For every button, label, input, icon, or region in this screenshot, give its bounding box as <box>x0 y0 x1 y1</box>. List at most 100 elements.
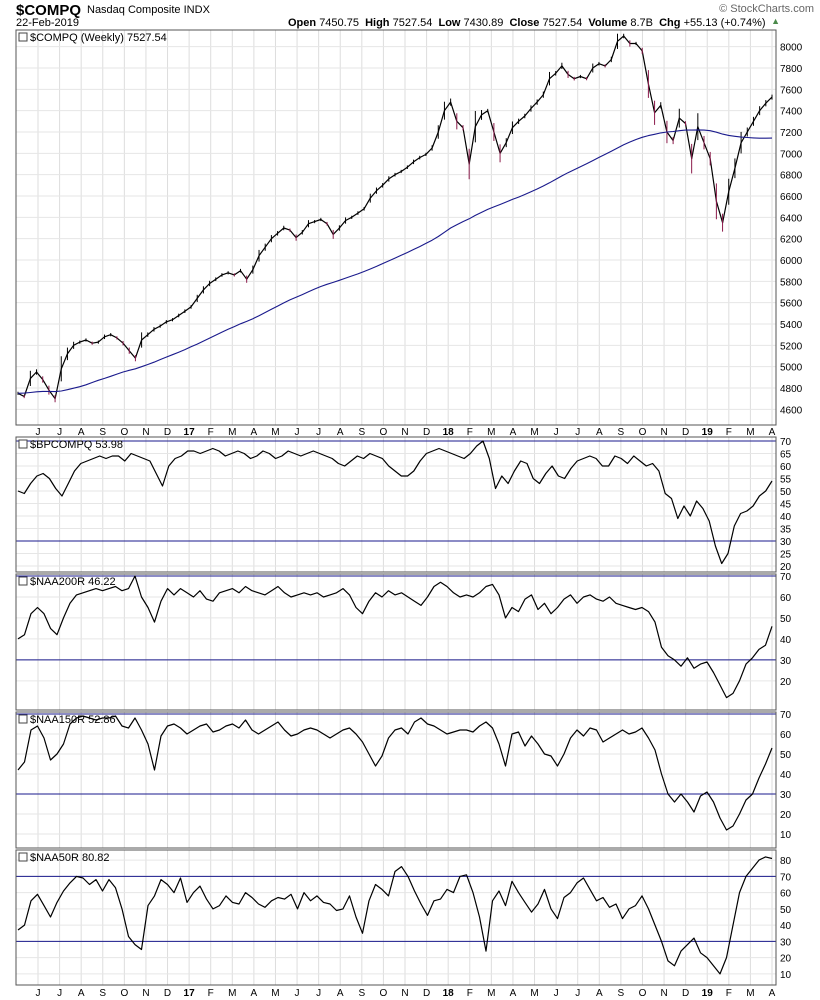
y-tick-label: 40 <box>780 635 792 646</box>
x-tick-label: 17 <box>184 988 196 999</box>
y-tick-label: 7200 <box>780 128 803 139</box>
x-tick-label: J <box>554 988 559 999</box>
x-tick-label: M <box>746 988 754 999</box>
pane-border <box>15 29 777 426</box>
x-tick-label: 19 <box>702 427 714 438</box>
x-tick-label: A <box>596 988 603 999</box>
x-tick-label: J <box>295 988 300 999</box>
y-tick-label: 10 <box>780 830 792 841</box>
x-tick-label: M <box>271 427 279 438</box>
y-tick-label: 40 <box>780 512 792 523</box>
ohlc-summary: Open 7450.75 High 7527.54 Low 7430.89 Cl… <box>288 17 766 29</box>
y-tick-label: 7600 <box>780 85 803 96</box>
volume-value: 8.7B <box>630 17 653 29</box>
pane-handle-icon <box>18 576 28 586</box>
x-tick-label: F <box>208 988 214 999</box>
x-tick-label: S <box>618 427 625 438</box>
y-tick-label: 30 <box>780 937 792 948</box>
low-value: 7430.89 <box>463 17 504 29</box>
y-tick-label: 6000 <box>780 256 803 267</box>
y-tick-label: 50 <box>780 614 792 625</box>
y-tick-label: 5800 <box>780 277 803 288</box>
x-tick-label: M <box>487 988 495 999</box>
ticker-symbol: $COMPQ <box>16 2 82 19</box>
x-tick-label: M <box>228 427 236 438</box>
index-fullname: Nasdaq Composite <box>87 4 181 16</box>
pane-label: $NAA200R 46.22 <box>30 576 116 588</box>
y-tick-label: 20 <box>780 954 792 965</box>
x-tick-label: 17 <box>184 427 196 438</box>
y-tick-label: 4800 <box>780 384 803 395</box>
y-tick-label: 30 <box>780 656 792 667</box>
high-value: 7527.54 <box>392 17 433 29</box>
y-tick-label: 40 <box>780 921 792 932</box>
x-tick-label: O <box>639 427 647 438</box>
y-tick-label: 70 <box>780 437 792 448</box>
y-tick-label: 7800 <box>780 64 803 75</box>
x-tick-label: J <box>575 988 580 999</box>
pane-handle-icon <box>18 439 28 449</box>
close-label: Close <box>509 17 540 29</box>
x-tick-label: O <box>120 988 128 999</box>
open-value: 7450.75 <box>319 17 359 29</box>
x-tick-label: F <box>467 988 473 999</box>
y-tick-label: 5400 <box>780 320 803 331</box>
x-tick-label: A <box>510 988 517 999</box>
open-label: Open <box>288 17 317 29</box>
x-tick-label: D <box>682 427 689 438</box>
x-tick-label: M <box>487 427 495 438</box>
x-tick-label: A <box>337 988 344 999</box>
y-tick-label: 60 <box>780 889 792 900</box>
y-tick-label: 50 <box>780 750 792 761</box>
exchange-code: INDX <box>183 4 210 16</box>
pane-border <box>15 849 777 986</box>
pane-label: $BPCOMPQ 53.98 <box>30 439 123 451</box>
x-tick-label: A <box>596 427 603 438</box>
x-tick-label: F <box>726 427 732 438</box>
x-tick-label: J <box>36 988 41 999</box>
x-tick-label: S <box>618 988 625 999</box>
y-tick-label: 25 <box>780 550 792 561</box>
x-tick-label: A <box>510 427 517 438</box>
x-tick-label: M <box>228 988 236 999</box>
pane-handle-icon <box>18 852 28 862</box>
y-tick-label: 30 <box>780 790 792 801</box>
y-tick-label: 6600 <box>780 192 803 203</box>
chg-value: +55.13 (+0.74%) <box>683 17 766 29</box>
x-tick-label: N <box>142 988 149 999</box>
y-tick-label: 70 <box>780 872 792 883</box>
pane-handle-icon <box>18 32 28 42</box>
y-tick-label: 60 <box>780 730 792 741</box>
y-tick-label: 7400 <box>780 107 803 118</box>
pane-label: $NAA50R 80.82 <box>30 852 110 864</box>
x-tick-label: D <box>682 988 689 999</box>
y-tick-label: 35 <box>780 525 792 536</box>
x-tick-label: O <box>639 988 647 999</box>
y-tick-label: 20 <box>780 810 792 821</box>
x-tick-label: 18 <box>443 427 455 438</box>
close-value: 7527.54 <box>542 17 583 29</box>
x-tick-label: S <box>99 988 106 999</box>
pane-handle-icon <box>18 714 28 724</box>
x-tick-label: A <box>251 988 258 999</box>
y-tick-label: 5000 <box>780 363 803 374</box>
y-tick-label: 65 <box>780 450 792 461</box>
pane-label: $COMPQ (Weekly) 7527.54 <box>30 32 167 44</box>
y-tick-label: 7000 <box>780 149 803 160</box>
chg-label: Chg <box>659 17 681 29</box>
x-tick-label: 19 <box>702 988 714 999</box>
series-line <box>17 856 773 975</box>
series-line <box>17 715 773 831</box>
x-tick-label: N <box>142 427 149 438</box>
y-tick-label: 60 <box>780 462 792 473</box>
x-tick-label: O <box>380 427 388 438</box>
x-tick-label: M <box>530 988 538 999</box>
x-tick-label: J <box>316 988 321 999</box>
copyright-text: © StockCharts.com <box>719 3 814 15</box>
x-tick-label: D <box>423 427 430 438</box>
y-tick-label: 8000 <box>780 43 803 54</box>
x-tick-label: M <box>746 427 754 438</box>
y-tick-label: 50 <box>780 905 792 916</box>
x-tick-label: J <box>57 988 62 999</box>
